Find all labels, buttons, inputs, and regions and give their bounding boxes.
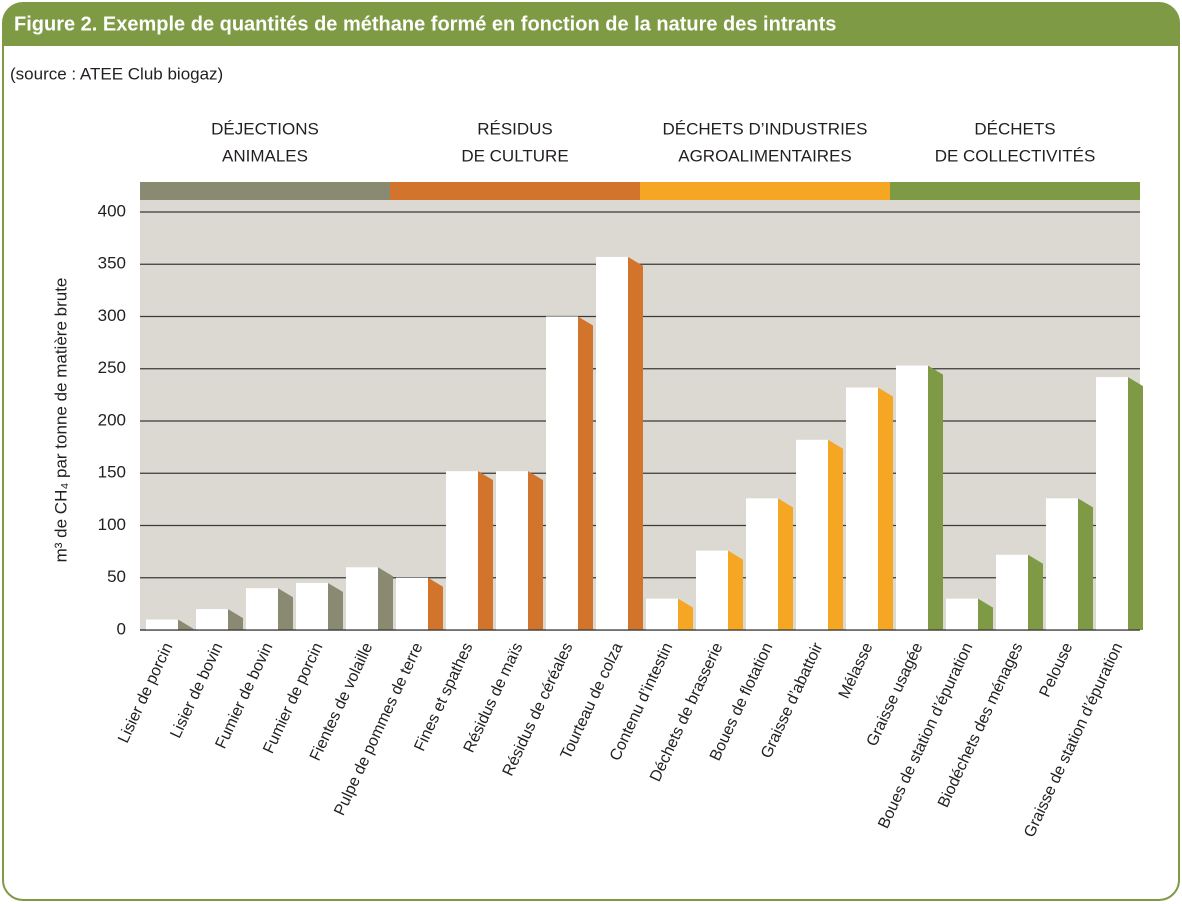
group-label: DÉCHETS bbox=[974, 119, 1055, 138]
group-label: DE CULTURE bbox=[461, 146, 568, 165]
bar bbox=[496, 471, 528, 630]
group-label: ANIMALES bbox=[222, 146, 308, 165]
y-tick-label: 50 bbox=[107, 567, 126, 586]
group-label: DÉJECTIONS bbox=[211, 119, 319, 138]
bar-side bbox=[428, 577, 443, 630]
bar bbox=[1046, 498, 1078, 630]
bar-side bbox=[628, 256, 643, 630]
bar bbox=[596, 256, 628, 630]
bar bbox=[396, 577, 428, 630]
bar bbox=[296, 582, 328, 630]
bar bbox=[196, 609, 228, 630]
y-tick-label: 200 bbox=[98, 410, 126, 429]
y-tick-label: 300 bbox=[98, 306, 126, 325]
bar bbox=[946, 598, 978, 630]
bar-side bbox=[1128, 377, 1143, 630]
y-tick-label: 350 bbox=[98, 254, 126, 273]
group-band bbox=[890, 182, 1140, 200]
bar-side bbox=[828, 439, 843, 630]
bar-side bbox=[178, 619, 193, 630]
bar bbox=[746, 498, 778, 630]
bar-side bbox=[578, 316, 593, 630]
bar-side bbox=[1078, 498, 1093, 630]
chart-subtitle: (source : ATEE Club biogaz) bbox=[10, 64, 223, 83]
bar bbox=[346, 567, 378, 630]
bar-side bbox=[1028, 554, 1043, 630]
bar bbox=[246, 588, 278, 630]
group-label: AGROALIMENTAIRES bbox=[678, 146, 852, 165]
bar bbox=[696, 550, 728, 630]
group-label: DÉCHETS D’INDUSTRIES bbox=[663, 119, 868, 138]
y-tick-label: 0 bbox=[117, 619, 126, 638]
group-band bbox=[390, 182, 640, 200]
bar-side bbox=[978, 598, 993, 630]
y-tick-label: 150 bbox=[98, 463, 126, 482]
bar-side bbox=[878, 387, 893, 630]
bar bbox=[796, 439, 828, 630]
y-tick-label: 100 bbox=[98, 515, 126, 534]
bar bbox=[896, 365, 928, 630]
y-tick-label: 250 bbox=[98, 358, 126, 377]
bar bbox=[646, 598, 678, 630]
bar bbox=[146, 619, 178, 630]
group-band bbox=[640, 182, 890, 200]
bar-side bbox=[228, 609, 243, 630]
bar-side bbox=[778, 498, 793, 630]
bar bbox=[996, 554, 1028, 630]
bar-side bbox=[728, 550, 743, 630]
y-axis-label: m³ de CH₄ par tonne de matière brute bbox=[51, 278, 70, 563]
bar-side bbox=[278, 588, 293, 630]
bar-side bbox=[528, 471, 543, 630]
bar bbox=[446, 471, 478, 630]
bar bbox=[1096, 377, 1128, 630]
bar-side bbox=[328, 582, 343, 630]
bar bbox=[546, 316, 578, 630]
bar-side bbox=[478, 471, 493, 630]
bar-side bbox=[378, 567, 393, 630]
bar bbox=[846, 387, 878, 630]
group-band bbox=[140, 182, 390, 200]
chart-title: Figure 2. Exemple de quantités de méthan… bbox=[14, 13, 836, 35]
y-tick-label: 400 bbox=[98, 201, 126, 220]
bar-side bbox=[678, 598, 693, 630]
bar-side bbox=[928, 365, 943, 630]
group-label: RÉSIDUS bbox=[477, 119, 553, 138]
group-label: DE COLLECTIVITÉS bbox=[935, 146, 1096, 165]
header-band bbox=[3, 3, 1179, 46]
